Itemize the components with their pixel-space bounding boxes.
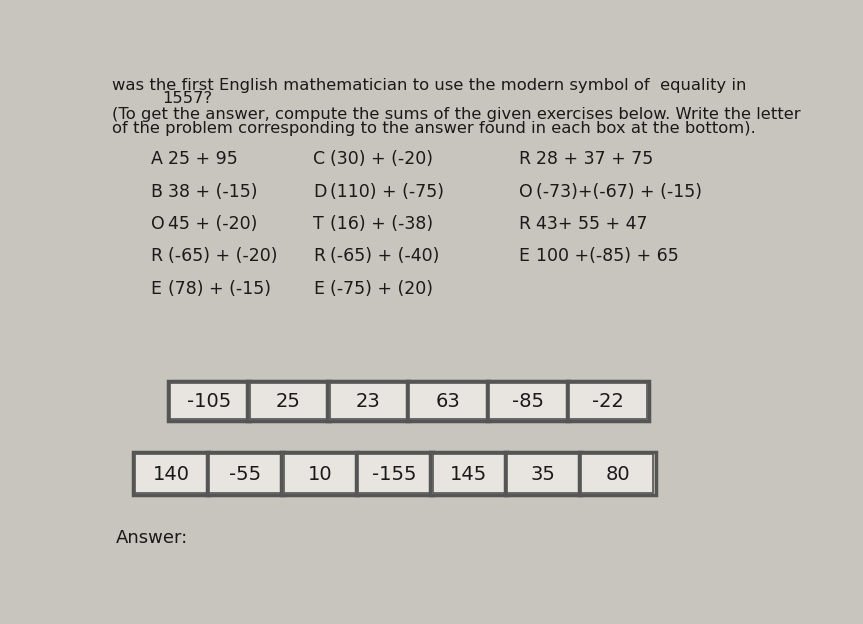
Text: 25 + 95: 25 + 95 (168, 150, 238, 168)
Text: 35: 35 (531, 465, 556, 484)
FancyBboxPatch shape (327, 381, 409, 421)
Text: (30) + (-20): (30) + (-20) (331, 150, 433, 168)
Text: 10: 10 (307, 465, 332, 484)
FancyBboxPatch shape (210, 454, 281, 493)
Text: -22: -22 (592, 392, 624, 411)
Text: (110) + (-75): (110) + (-75) (331, 183, 444, 201)
FancyBboxPatch shape (432, 454, 505, 493)
FancyBboxPatch shape (579, 452, 656, 495)
Text: A: A (150, 150, 162, 168)
Text: 23: 23 (356, 392, 381, 411)
Text: 63: 63 (436, 392, 461, 411)
Text: 1557?: 1557? (162, 91, 212, 106)
Text: 43+ 55 + 47: 43+ 55 + 47 (537, 215, 648, 233)
FancyBboxPatch shape (409, 383, 487, 419)
Text: O: O (150, 215, 164, 233)
Text: 140: 140 (153, 465, 190, 484)
Text: 80: 80 (605, 465, 630, 484)
Text: (-73)+(-67) + (-15): (-73)+(-67) + (-15) (537, 183, 702, 201)
Text: O: O (519, 183, 532, 201)
Text: (-65) + (-20): (-65) + (-20) (168, 247, 278, 265)
Text: 28 + 37 + 75: 28 + 37 + 75 (537, 150, 653, 168)
FancyBboxPatch shape (167, 381, 249, 421)
Text: R: R (313, 247, 325, 265)
FancyBboxPatch shape (507, 454, 579, 493)
Text: (16) + (-38): (16) + (-38) (331, 215, 433, 233)
Text: (-65) + (-40): (-65) + (-40) (331, 247, 439, 265)
Text: D: D (313, 183, 326, 201)
Text: -105: -105 (186, 392, 230, 411)
FancyBboxPatch shape (431, 452, 507, 495)
FancyBboxPatch shape (330, 383, 407, 419)
Text: 100 +(-85) + 65: 100 +(-85) + 65 (537, 247, 679, 265)
FancyBboxPatch shape (248, 381, 330, 421)
Text: 38 + (-15): 38 + (-15) (168, 183, 258, 201)
FancyBboxPatch shape (489, 383, 567, 419)
Text: (To get the answer, compute the sums of the given exercises below. Write the let: (To get the answer, compute the sums of … (111, 107, 800, 122)
Text: -55: -55 (230, 465, 261, 484)
FancyBboxPatch shape (170, 383, 248, 419)
Text: 25: 25 (276, 392, 301, 411)
Text: C: C (313, 150, 325, 168)
FancyBboxPatch shape (284, 454, 356, 493)
Text: R: R (519, 150, 531, 168)
FancyBboxPatch shape (249, 383, 327, 419)
Text: (78) + (-15): (78) + (-15) (168, 280, 271, 298)
FancyBboxPatch shape (207, 452, 284, 495)
FancyBboxPatch shape (133, 452, 210, 495)
Text: -85: -85 (512, 392, 544, 411)
Text: was the first English mathematician to use the modern symbol of  equality in: was the first English mathematician to u… (111, 78, 746, 93)
Text: E: E (313, 280, 324, 298)
Text: R: R (150, 247, 162, 265)
FancyBboxPatch shape (356, 452, 432, 495)
FancyBboxPatch shape (487, 381, 569, 421)
Text: (-75) + (20): (-75) + (20) (331, 280, 433, 298)
Text: R: R (519, 215, 531, 233)
FancyBboxPatch shape (582, 454, 653, 493)
Text: -155: -155 (372, 465, 417, 484)
FancyBboxPatch shape (407, 381, 489, 421)
Text: B: B (150, 183, 162, 201)
FancyBboxPatch shape (281, 452, 358, 495)
Text: 145: 145 (450, 465, 488, 484)
Text: of the problem corresponding to the answer found in each box at the bottom).: of the problem corresponding to the answ… (111, 121, 755, 136)
Text: T: T (313, 215, 324, 233)
FancyBboxPatch shape (569, 383, 646, 419)
Text: 45 + (-20): 45 + (-20) (168, 215, 258, 233)
Text: E: E (519, 247, 530, 265)
Text: Answer:: Answer: (116, 529, 188, 547)
FancyBboxPatch shape (567, 381, 649, 421)
FancyBboxPatch shape (358, 454, 431, 493)
Text: E: E (150, 280, 161, 298)
FancyBboxPatch shape (505, 452, 582, 495)
FancyBboxPatch shape (135, 454, 207, 493)
